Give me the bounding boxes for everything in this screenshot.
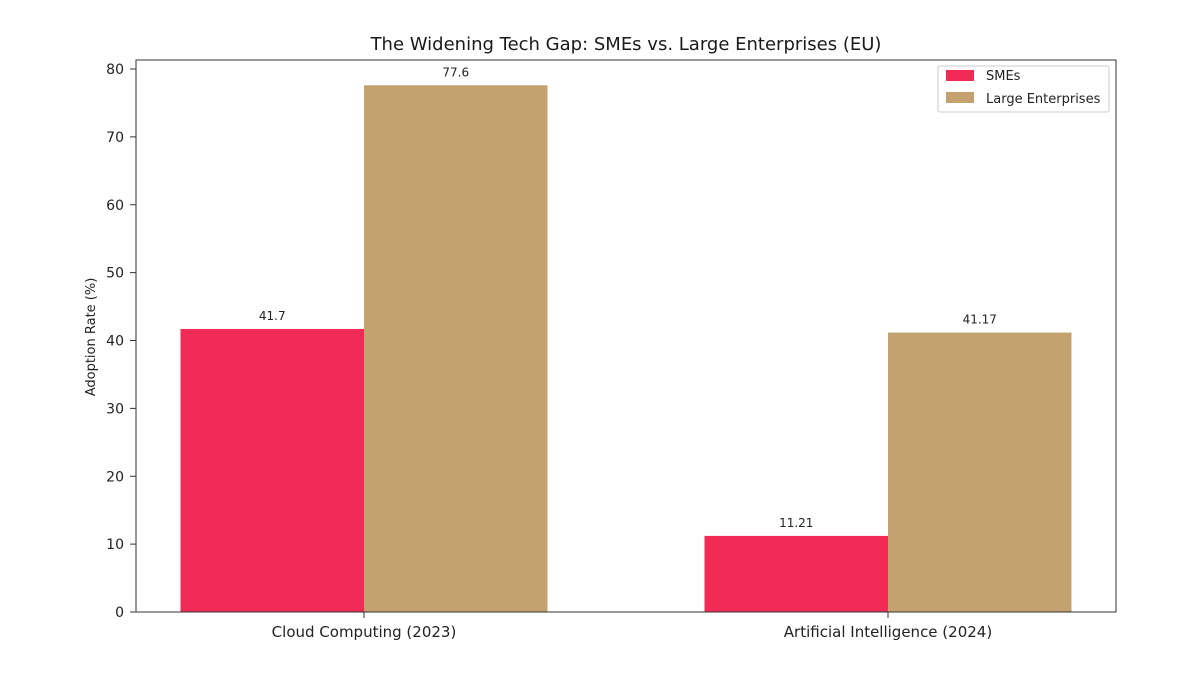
- bar-smes-1: [180, 328, 364, 612]
- y-axis-ticks: 0 10 20 30 40 50 60 70 80: [106, 62, 136, 621]
- chart-title: The Widening Tech Gap: SMEs vs. Large En…: [370, 34, 882, 55]
- y-tick-label: 70: [106, 130, 124, 146]
- data-labels-group: 41.7 77.6 11.21 41.17: [259, 65, 997, 530]
- data-label-smes-1: 41.7: [259, 309, 286, 323]
- y-tick-label: 20: [106, 469, 124, 485]
- bar-smes-2: [704, 535, 888, 612]
- y-tick-label: 40: [106, 334, 124, 350]
- plot-frame: [135, 59, 1117, 613]
- legend-swatch-large-enterprises: [946, 92, 974, 103]
- legend-label-smes: SMEs: [986, 69, 1021, 84]
- bars-group: [180, 85, 1072, 613]
- bar-large-enterprises-1: [364, 85, 548, 613]
- x-axis-ticks: Cloud Computing (2023) Artificial Intelli…: [272, 612, 992, 641]
- y-tick-label: 60: [106, 198, 124, 214]
- y-tick-label: 10: [106, 537, 124, 553]
- x-tick-label: Artificial Intelligence (2024): [784, 623, 992, 641]
- data-label-smes-2: 11.21: [779, 516, 813, 530]
- legend: SMEs Large Enterprises: [937, 65, 1110, 113]
- y-axis-title: Adoption Rate (%): [84, 278, 99, 397]
- data-label-large-enterprises-2: 41.17: [963, 313, 997, 327]
- y-tick-label: 0: [115, 605, 124, 621]
- legend-label-large-enterprises: Large Enterprises: [986, 92, 1101, 107]
- y-tick-label: 80: [106, 62, 124, 78]
- x-tick-label: Cloud Computing (2023): [272, 623, 457, 641]
- y-tick-label: 50: [106, 266, 124, 282]
- legend-swatch-smes: [946, 70, 974, 81]
- legend-box: [937, 65, 1110, 113]
- data-label-large-enterprises-1: 77.6: [442, 65, 469, 79]
- y-tick-label: 30: [106, 401, 124, 417]
- bar-large-enterprises-2: [888, 332, 1072, 612]
